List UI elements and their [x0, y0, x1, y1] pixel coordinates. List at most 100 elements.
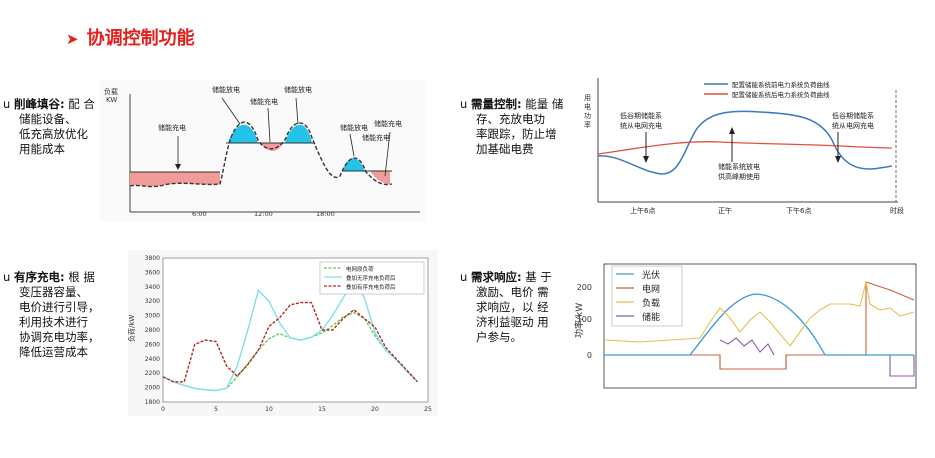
- y-axis-label: 率: [584, 120, 591, 129]
- legend-label: 电网原负荷: [346, 265, 374, 273]
- legend-label: 配置储能系统前电力系统负荷曲线: [732, 80, 830, 89]
- annotation: 储能系统放电: [718, 162, 760, 171]
- bullet-icon: u: [3, 270, 11, 284]
- item-label: 需求响应:: [470, 270, 522, 284]
- item-demand-response: u 需求响应: 基 于 激励、电价 需 求响应，以 经 济利益驱动 用 户参与。: [460, 270, 570, 345]
- item-text: 储能设备、: [19, 112, 77, 126]
- item-text: 存、充放电功: [476, 112, 545, 126]
- item-text: 求响应，以 经: [476, 300, 549, 314]
- grid-line: [604, 281, 915, 370]
- demand-control-chart: 用 电 功 率 配置储能系统前电力系统负荷曲线 配置储能系统后电力系统负荷曲线 …: [580, 70, 915, 220]
- item-label: 削峰填谷:: [13, 97, 65, 111]
- y-tick-label: 3200: [145, 298, 160, 305]
- item-text: 用能成本: [19, 142, 65, 156]
- x-tick-label: 6:00: [192, 210, 207, 218]
- legend-label: 负载: [642, 297, 660, 309]
- annotation: 统从电网充电: [620, 121, 662, 130]
- x-tick-label: 5: [214, 406, 218, 413]
- x-tick-label: 25: [424, 406, 432, 413]
- charge-area: [260, 143, 283, 151]
- legend: 电网原负荷 叠加无序充电负荷后 叠加有序充电负荷后: [319, 261, 425, 295]
- curve-before: [597, 110, 893, 175]
- ordered-charging-chart: 负荷/kW 1800 2000 2200 2400 2600 2800 3000 3200 34…: [128, 250, 438, 416]
- series-line: [162, 279, 418, 392]
- y-axis-label: 用: [584, 94, 591, 102]
- item-text: 协调充电功率，: [19, 330, 100, 344]
- y-tick-label: 2400: [145, 356, 160, 363]
- charge-area: [130, 172, 220, 187]
- x-tick-label: 20: [371, 406, 379, 413]
- y-axis-label: 功: [584, 111, 591, 120]
- legend-label: 叠加无序充电负荷后: [346, 274, 396, 282]
- y-tick-label: 3600: [145, 269, 160, 276]
- x-tick-label: 0: [161, 406, 165, 413]
- annotation: 储能充电: [158, 123, 186, 132]
- y-tick-label: 2200: [145, 370, 160, 377]
- annotation: 储能放电: [212, 85, 240, 94]
- item-text: 电价进行引导，: [19, 300, 100, 314]
- legend-label: 叠加有序充电负荷后: [346, 283, 396, 291]
- bullet-icon: u: [460, 270, 468, 284]
- demand-response-chart: 功率/kW 200 100 0 光伏 电网 负载 储能: [570, 260, 920, 392]
- x-tick-label: 下午6点: [786, 206, 811, 215]
- item-text: 降低运营成本: [19, 345, 88, 359]
- item-text: 利用技术进行: [19, 315, 88, 329]
- x-tick-label: 上午6点: [630, 206, 655, 215]
- annotation: 储能充电: [362, 133, 390, 142]
- legend-label: 储能: [642, 311, 660, 323]
- y-axis-label: 负载: [104, 87, 118, 96]
- item-ordered-charging: u 有序充电: 根 据 变压器容量、 电价进行引导， 利用技术进行 协调充电功率…: [3, 270, 113, 360]
- item-text: 激励、电价 需: [476, 285, 549, 299]
- x-tick-label: 时段: [890, 206, 904, 215]
- item-text: 配 合: [68, 97, 95, 111]
- section-title: ➤ 协调控制功能: [66, 24, 195, 50]
- item-demand-control: u 需量控制: 能量 储 存、充放电功 率跟踪，防止增 加基础电费: [460, 97, 570, 157]
- item-peak-shaving: u 削峰填谷: 配 合 储能设备、 低充高放优化 用能成本: [3, 97, 103, 157]
- item-label: 有序充电:: [13, 270, 65, 284]
- y-tick-label: 2800: [145, 327, 160, 334]
- y-axis-label: 电: [584, 102, 591, 111]
- y-tick-label: 2600: [145, 341, 160, 348]
- y-tick-label: 0: [587, 351, 592, 360]
- load-curve: [129, 121, 393, 188]
- annotation: 低谷期储能系: [620, 111, 662, 120]
- item-text: 户参与。: [476, 330, 522, 344]
- pv-line: [604, 293, 914, 356]
- load-line: [603, 281, 915, 347]
- peak-shaving-chart: 负载 KW 储能放电 储能放电 储能充电 储能放电 储能充电 储能充电 储能充电…: [100, 80, 425, 222]
- curve-after: [597, 141, 893, 155]
- annotation: 储能放电: [340, 123, 368, 132]
- discharge-area: [343, 158, 365, 171]
- bullet-icon: u: [460, 97, 468, 111]
- x-tick-label: 12:00: [254, 210, 273, 218]
- x-tick-label: 10: [265, 406, 273, 413]
- item-text: 变压器容量、: [19, 285, 88, 299]
- series-line: [162, 301, 418, 383]
- storage-line-detail: [719, 337, 775, 356]
- x-tick-label: 正午: [718, 206, 732, 215]
- item-label: 需量控制:: [470, 97, 522, 111]
- discharge-area: [285, 124, 312, 143]
- y-tick-label: 200: [577, 283, 592, 292]
- annotation: 储能放电: [284, 85, 312, 94]
- x-tick-label: 15: [318, 406, 326, 413]
- annotation: 供高峰期使用: [718, 172, 760, 181]
- annotation: 低谷期储能系: [832, 111, 874, 120]
- item-text: 加基础电费: [476, 142, 534, 156]
- legend: 光伏 电网 负载 储能: [611, 265, 683, 327]
- item-text: 低充高放优化: [19, 127, 88, 141]
- annotation: 统从电网充电: [832, 121, 874, 130]
- y-tick-label: 100: [577, 315, 592, 324]
- legend-label: 电网: [642, 283, 660, 295]
- y-tick-label: 3000: [145, 313, 160, 320]
- y-tick-label: 1800: [145, 399, 160, 406]
- section-title-text: 协调控制功能: [86, 28, 195, 49]
- legend-label: 配置储能系统后电力系统负荷曲线: [732, 90, 830, 99]
- y-axis-label: 负荷/kW: [128, 315, 136, 342]
- annotation: 储能充电: [374, 119, 402, 128]
- item-text: 根 据: [68, 270, 95, 284]
- item-text: 济利益驱动 用: [476, 315, 549, 329]
- annotation: 储能充电: [250, 97, 278, 106]
- bullet-icon: u: [3, 97, 11, 111]
- arrow-icon: ➤: [66, 30, 79, 48]
